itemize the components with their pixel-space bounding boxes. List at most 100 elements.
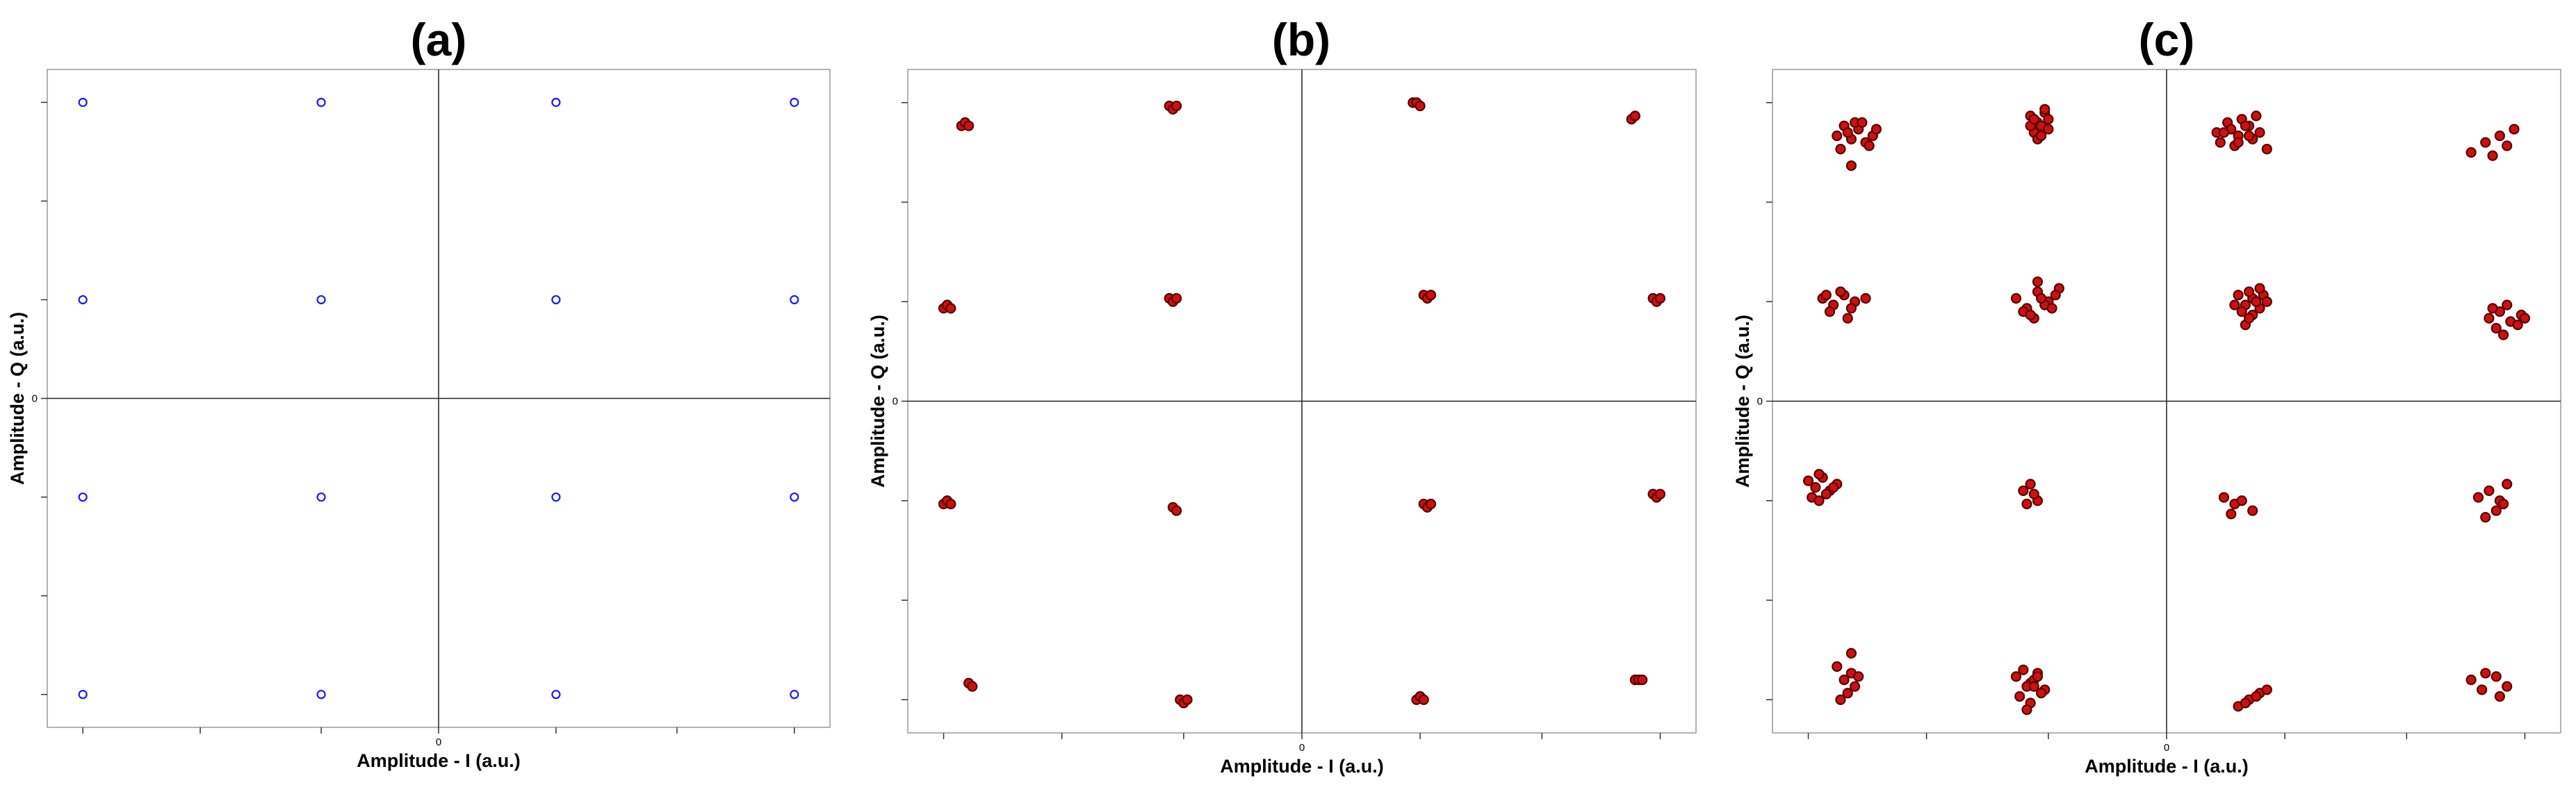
data-point bbox=[2512, 320, 2523, 331]
data-point bbox=[1171, 292, 1182, 304]
data-point bbox=[2032, 276, 2044, 288]
data-point bbox=[2491, 671, 2502, 682]
data-point bbox=[2497, 329, 2509, 340]
x-axis-label: Amplitude - I (a.u.) bbox=[2085, 756, 2249, 777]
data-point bbox=[1810, 482, 1821, 493]
chart-panel-2: 0 0 (b) Amplitude - I (a.u.) Amplitude - Q (… bbox=[867, 14, 1697, 777]
data-point bbox=[1842, 313, 1853, 324]
data-point bbox=[2043, 124, 2054, 135]
panel-title: (b) bbox=[1272, 14, 1330, 65]
data-point bbox=[1832, 130, 1843, 142]
data-point bbox=[2261, 684, 2272, 695]
data-point bbox=[1654, 292, 1666, 304]
data-point bbox=[1835, 144, 1846, 155]
data-point bbox=[2028, 488, 2039, 499]
data-point bbox=[2497, 498, 2509, 510]
data-point bbox=[2226, 509, 2237, 520]
data-point bbox=[316, 492, 326, 502]
data-point bbox=[1813, 495, 1825, 506]
data-point bbox=[2018, 485, 2029, 497]
data-point bbox=[316, 295, 326, 305]
data-point bbox=[2035, 130, 2047, 142]
data-point bbox=[78, 492, 88, 502]
data-point bbox=[2472, 492, 2484, 503]
y-origin-tick-label: 0 bbox=[32, 393, 38, 405]
data-point bbox=[1857, 117, 1868, 128]
data-point bbox=[2491, 322, 2502, 334]
data-point bbox=[551, 690, 561, 700]
data-point bbox=[2032, 671, 2044, 682]
x-axis-label: Amplitude - I (a.u.) bbox=[1220, 756, 1384, 777]
data-point bbox=[1845, 303, 1857, 314]
data-point bbox=[2039, 104, 2051, 115]
data-point bbox=[1637, 674, 1648, 686]
y-origin-tick-label: 0 bbox=[1757, 396, 1763, 408]
data-point bbox=[945, 498, 956, 510]
data-point bbox=[1629, 110, 1640, 122]
data-point bbox=[1425, 498, 1437, 510]
data-point bbox=[1864, 140, 1875, 151]
data-point bbox=[2218, 492, 2230, 503]
data-point bbox=[1820, 488, 1832, 499]
data-point bbox=[1870, 124, 1882, 135]
data-point bbox=[2494, 691, 2505, 702]
data-point bbox=[2025, 479, 2036, 490]
data-point bbox=[2050, 290, 2061, 301]
data-point bbox=[78, 295, 88, 305]
data-point bbox=[2502, 479, 2513, 490]
data-point bbox=[78, 97, 88, 107]
data-point bbox=[2251, 296, 2262, 307]
x-origin-tick-label: 0 bbox=[436, 736, 441, 748]
data-point bbox=[316, 97, 326, 107]
data-point bbox=[1182, 694, 1193, 705]
data-point bbox=[2251, 110, 2262, 122]
data-point bbox=[2480, 512, 2491, 523]
data-point bbox=[1853, 671, 1864, 682]
data-point bbox=[1835, 694, 1846, 705]
data-point bbox=[2018, 664, 2029, 675]
data-point bbox=[1860, 292, 1871, 304]
data-point bbox=[1824, 306, 1836, 317]
data-point bbox=[2502, 681, 2513, 692]
data-point bbox=[316, 690, 326, 700]
data-point bbox=[2021, 498, 2032, 510]
data-point bbox=[1842, 127, 1853, 138]
data-point bbox=[2519, 313, 2531, 324]
data-points bbox=[938, 97, 1666, 709]
data-point bbox=[1845, 647, 1857, 659]
data-point bbox=[2028, 114, 2039, 125]
data-point bbox=[2243, 130, 2255, 142]
data-point bbox=[1425, 290, 1437, 301]
data-point bbox=[2229, 299, 2240, 311]
data-point bbox=[2261, 296, 2272, 307]
y-axis-label: Amplitude - Q (a.u.) bbox=[7, 312, 28, 485]
data-point bbox=[78, 690, 88, 700]
data-point bbox=[2233, 137, 2244, 148]
data-point bbox=[790, 295, 799, 305]
data-point bbox=[1813, 468, 1825, 480]
data-points bbox=[1802, 104, 2531, 716]
data-point bbox=[551, 295, 561, 305]
data-point bbox=[2251, 691, 2262, 702]
data-point bbox=[790, 97, 799, 107]
x-axis-label: Amplitude - I (a.u.) bbox=[357, 750, 521, 771]
data-point bbox=[2240, 697, 2251, 709]
data-point bbox=[2236, 306, 2247, 317]
data-point bbox=[2240, 120, 2251, 131]
data-point bbox=[2215, 137, 2226, 148]
data-point bbox=[2233, 290, 2244, 301]
data-point bbox=[2487, 150, 2498, 161]
chart-panel-1: 0 0 (a) Amplitude - I (a.u.) Amplitude - Q (… bbox=[7, 14, 831, 771]
data-point bbox=[2243, 313, 2255, 324]
chart-panel-3: 0 0 (c) Amplitude - I (a.u.) Amplitude - Q (… bbox=[1732, 14, 2561, 777]
data-point bbox=[2021, 704, 2032, 716]
data-point bbox=[2035, 688, 2047, 699]
y-axis-label: Amplitude - Q (a.u.) bbox=[1732, 315, 1753, 488]
panel-title: (a) bbox=[411, 14, 467, 65]
data-point bbox=[551, 492, 561, 502]
y-origin-tick-label: 0 bbox=[892, 396, 898, 408]
data-point bbox=[2014, 691, 2025, 702]
data-point bbox=[2247, 505, 2258, 516]
data-point bbox=[1828, 482, 1839, 493]
